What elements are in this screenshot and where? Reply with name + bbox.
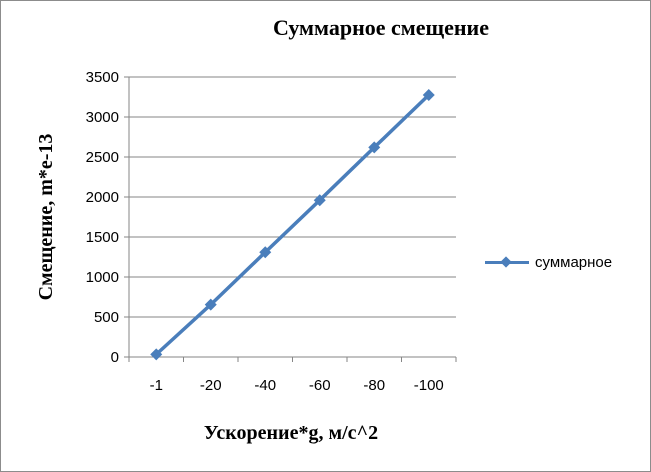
- y-tick-label: 2500: [86, 149, 119, 166]
- y-tick-label: 1000: [86, 269, 119, 286]
- x-tick-label: -20: [200, 377, 222, 394]
- x-tick-label: -40: [254, 377, 276, 394]
- diamond-marker-icon: [500, 255, 512, 268]
- data-point: [422, 89, 435, 101]
- data-point: [204, 298, 217, 311]
- data-point: [259, 246, 272, 259]
- data-point: [368, 141, 381, 154]
- x-tick-label: -100: [414, 377, 444, 394]
- legend-swatch: [485, 255, 529, 271]
- legend: суммарное: [485, 254, 612, 271]
- y-tick-label: 0: [111, 349, 119, 366]
- y-tick-label: 500: [94, 309, 119, 326]
- x-tick-label: -60: [309, 377, 331, 394]
- x-axis-title: Ускорение*g, м/с^2: [203, 422, 379, 444]
- legend-label: суммарное: [535, 254, 613, 271]
- x-tick-label: -1: [150, 377, 163, 394]
- chart-title: Суммарное смещение: [272, 15, 489, 40]
- series-line: [155, 93, 430, 356]
- data-point: [313, 194, 326, 207]
- y-tick-label: 3500: [86, 69, 119, 86]
- y-tick-label: 1500: [86, 229, 119, 246]
- y-tick-label: 3000: [86, 109, 119, 126]
- y-tick-label: 2000: [86, 189, 119, 206]
- data-point: [150, 348, 163, 361]
- x-tick-label: -80: [363, 377, 385, 394]
